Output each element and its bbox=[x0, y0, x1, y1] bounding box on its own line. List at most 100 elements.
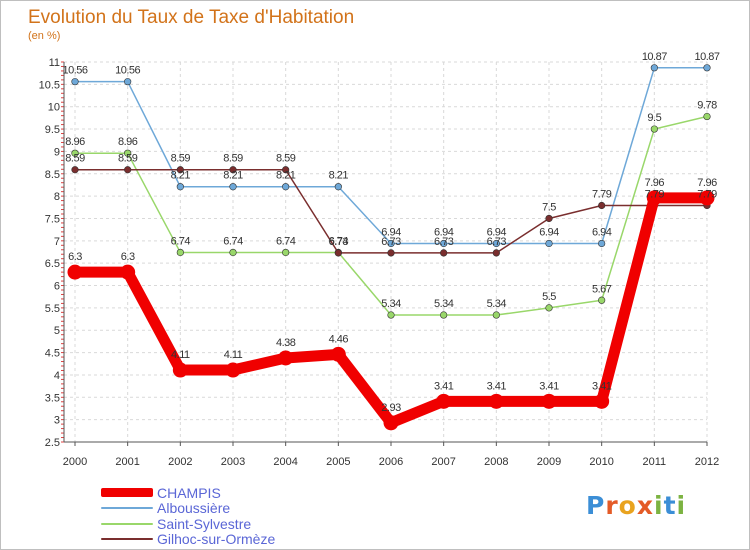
x-tick-label: 2001 bbox=[115, 456, 139, 468]
data-label: 8.59 bbox=[223, 153, 243, 165]
legend-swatch bbox=[101, 538, 153, 541]
data-point bbox=[120, 264, 136, 280]
data-point bbox=[176, 183, 184, 191]
data-point bbox=[492, 249, 500, 257]
legend-label: Alboussière bbox=[157, 500, 231, 517]
data-label: 8.21 bbox=[329, 170, 349, 182]
logo-letter: i bbox=[654, 491, 664, 520]
data-label: 6.3 bbox=[68, 251, 82, 263]
data-point bbox=[598, 239, 606, 248]
y-tick-label: 3.5 bbox=[45, 392, 60, 404]
legend: CHAMPIS Alboussière Saint-Sylvestre Gilhoc-… bbox=[101, 485, 275, 547]
data-point bbox=[334, 183, 342, 191]
data-label: 7.96 bbox=[697, 177, 717, 189]
x-tick-label: 2002 bbox=[168, 456, 192, 468]
data-label: 8.59 bbox=[65, 153, 85, 165]
data-label: 8.59 bbox=[276, 153, 296, 165]
data-point bbox=[71, 149, 79, 157]
legend-item: Alboussière bbox=[101, 500, 275, 517]
data-point bbox=[440, 311, 448, 319]
data-label: 6.94 bbox=[434, 227, 454, 239]
data-label: 8.21 bbox=[276, 170, 296, 182]
legend-swatch bbox=[101, 522, 153, 525]
x-tick-label: 2010 bbox=[589, 456, 613, 468]
data-label: 6.74 bbox=[329, 235, 349, 247]
data-label: 6.94 bbox=[539, 227, 559, 239]
x-tick-label: 2000 bbox=[63, 456, 87, 468]
data-point bbox=[545, 304, 553, 312]
data-label: 9.5 bbox=[647, 112, 661, 124]
data-point bbox=[176, 248, 184, 257]
data-label: 6.94 bbox=[487, 227, 507, 239]
x-tick-label: 2004 bbox=[273, 456, 297, 468]
data-point bbox=[387, 311, 395, 319]
data-point bbox=[699, 190, 715, 206]
data-point bbox=[387, 249, 395, 257]
data-label: 6.94 bbox=[381, 227, 401, 239]
data-point bbox=[282, 248, 290, 257]
y-tick-label: 4 bbox=[54, 370, 60, 382]
proxiti-logo: Proxiti bbox=[586, 491, 686, 520]
data-label: 8.96 bbox=[65, 136, 85, 148]
y-tick-label: 8 bbox=[54, 191, 60, 203]
logo-letter: t bbox=[663, 491, 677, 520]
y-tick-label: 3 bbox=[54, 415, 60, 427]
legend-swatch bbox=[101, 507, 153, 510]
x-tick-label: 2007 bbox=[431, 456, 455, 468]
data-label: 3.41 bbox=[487, 380, 507, 392]
data-point bbox=[172, 362, 188, 378]
data-label: 6.74 bbox=[171, 235, 191, 247]
data-point bbox=[383, 415, 399, 431]
legend-item: CHAMPIS bbox=[101, 485, 275, 501]
x-tick-label: 2011 bbox=[643, 456, 667, 468]
data-point bbox=[545, 239, 553, 248]
data-point bbox=[229, 183, 237, 191]
data-label: 4.46 bbox=[329, 333, 349, 345]
data-label: 7.96 bbox=[645, 177, 665, 189]
data-point bbox=[440, 249, 448, 257]
y-tick-label: 10.5 bbox=[39, 79, 60, 91]
chart-subtitle: (en %) bbox=[28, 30, 61, 42]
y-tick-label: 9.5 bbox=[45, 124, 60, 136]
data-label: 5.5 bbox=[542, 291, 556, 303]
y-tick-label: 5 bbox=[54, 325, 60, 337]
logo-letter: P bbox=[586, 491, 606, 520]
data-label: 10.56 bbox=[115, 65, 140, 77]
data-label: 10.87 bbox=[694, 51, 719, 63]
data-label: 7.5 bbox=[542, 201, 556, 213]
data-point bbox=[71, 166, 79, 174]
data-label: 7.79 bbox=[645, 189, 665, 201]
data-point bbox=[334, 249, 342, 257]
data-label: 8.21 bbox=[171, 170, 191, 182]
x-tick-label: 2003 bbox=[221, 456, 245, 468]
data-label: 2.93 bbox=[381, 402, 401, 414]
data-label: 7.79 bbox=[592, 189, 612, 201]
x-tick-label: 2006 bbox=[379, 456, 403, 468]
plot-area bbox=[64, 62, 707, 442]
data-label: 5.34 bbox=[487, 298, 507, 310]
data-label: 3.41 bbox=[434, 380, 454, 392]
data-point bbox=[492, 311, 500, 319]
logo-letter: o bbox=[618, 491, 637, 520]
data-point bbox=[545, 214, 553, 223]
y-tick-label: 4.5 bbox=[45, 348, 60, 360]
y-tick-label: 10 bbox=[48, 102, 60, 114]
data-point bbox=[124, 149, 132, 157]
x-tick-label: 2009 bbox=[537, 456, 561, 468]
logo-letter: i bbox=[676, 491, 687, 520]
data-point bbox=[71, 78, 79, 86]
data-point bbox=[176, 166, 184, 174]
logo-letter: r bbox=[605, 491, 619, 520]
data-point bbox=[703, 64, 711, 72]
y-tick-label: 7.5 bbox=[45, 213, 60, 225]
y-tick-label: 8.5 bbox=[45, 169, 60, 181]
legend-label: CHAMPIS bbox=[157, 484, 221, 501]
data-label: 4.38 bbox=[276, 337, 296, 349]
y-tick-label: 2.5 bbox=[45, 437, 60, 449]
chart-title: Evolution du Taux de Taxe d'Habitation bbox=[28, 7, 355, 28]
data-point bbox=[387, 239, 395, 248]
data-point bbox=[488, 393, 504, 409]
data-point bbox=[598, 201, 606, 210]
